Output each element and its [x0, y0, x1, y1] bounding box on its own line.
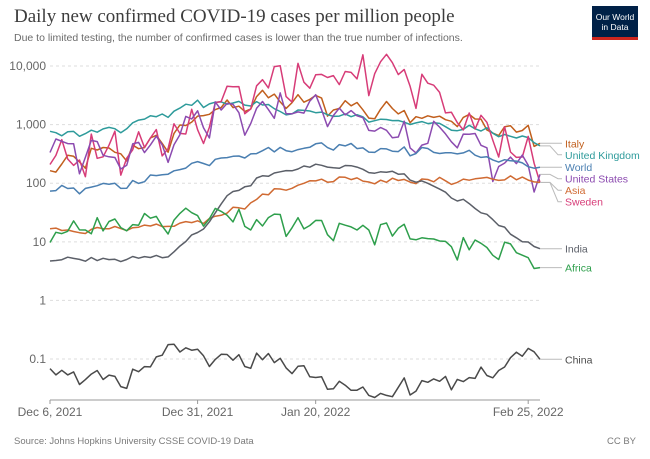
legend-connector-united-kingdom [540, 145, 562, 156]
y-axis: 10,000 1,000 100 10 1 0.1 [9, 59, 46, 366]
chart-subtitle: Due to limited testing, the number of co… [14, 32, 463, 44]
legend-label-asia[interactable]: Asia [565, 185, 586, 197]
legend-label-italy[interactable]: Italy [565, 138, 585, 150]
x-tick-label-1: Dec 31, 2021 [162, 405, 234, 419]
x-axis: Dec 6, 2021 Dec 31, 2021 Jan 20, 2022 Feb 2… [18, 399, 564, 419]
series-line-africa[interactable] [49, 207, 541, 270]
series-line-world[interactable] [49, 142, 541, 195]
chart-title: Daily new confirmed COVID-19 cases per m… [14, 6, 455, 27]
y-tick-label-2: 100 [26, 176, 46, 190]
source-note[interactable]: Source: Johns Hopkins University CSSE CO… [14, 436, 254, 447]
legend-label-china[interactable]: China [565, 354, 593, 366]
y-tick-label-3: 10 [33, 235, 47, 249]
legend-connector-united-states [540, 173, 562, 180]
logo-line-1: Our World [595, 12, 635, 22]
series-line-united-states[interactable] [49, 92, 541, 193]
y-tick-label-0: 10,000 [9, 59, 46, 73]
legend-label-world[interactable]: World [565, 162, 592, 174]
series-line-china[interactable] [49, 343, 541, 399]
legend-connector-sweden [540, 182, 562, 203]
license-note[interactable]: CC BY [606, 436, 636, 447]
legend-label-africa[interactable]: Africa [565, 263, 592, 275]
series-line-united-kingdom[interactable] [49, 99, 541, 147]
y-tick-label-4: 1 [39, 293, 46, 307]
y-tick-label-1: 1,000 [16, 118, 46, 132]
y-tick-label-5: 0.1 [29, 352, 46, 366]
series-lines [49, 53, 541, 399]
series-line-india[interactable] [49, 163, 541, 263]
logo-line-2: in Data [601, 22, 629, 32]
legend-connector-asia [540, 181, 562, 191]
legend-label-united-states[interactable]: United States [565, 174, 628, 186]
series-line-asia[interactable] [49, 175, 541, 235]
x-tick-label-3: Feb 25, 2022 [493, 405, 564, 419]
legend-label-united-kingdom[interactable]: United Kingdom [565, 150, 640, 162]
x-tick-label-2: Jan 20, 2022 [281, 405, 351, 419]
x-tick-label-0: Dec 6, 2021 [18, 405, 83, 419]
series-line-sweden[interactable] [49, 53, 541, 183]
legend-label-india[interactable]: India [565, 244, 588, 256]
y-grid [50, 65, 540, 360]
legend-label-sweden[interactable]: Sweden [565, 197, 603, 209]
owid-logo[interactable]: Our World in Data [592, 6, 638, 40]
